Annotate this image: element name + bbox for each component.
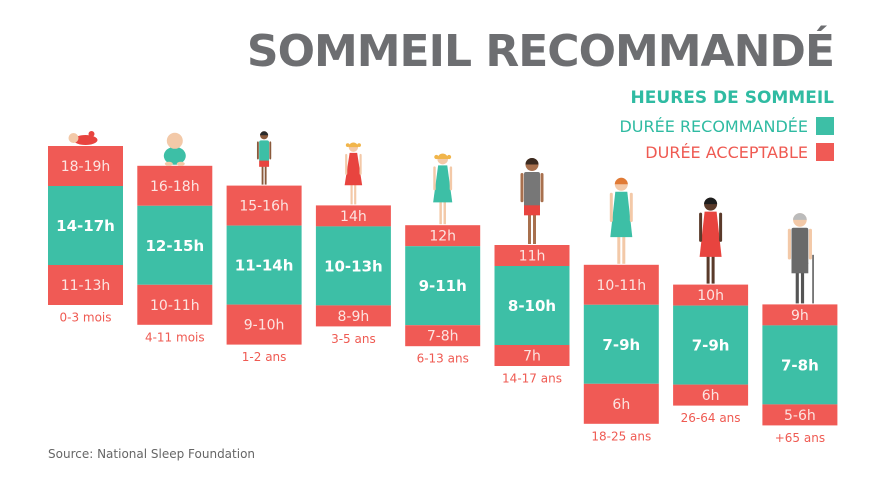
recommended-bar bbox=[494, 266, 570, 345]
source-note: Source: National Sleep Foundation bbox=[48, 447, 256, 461]
acceptable-bottom-label: 9-10h bbox=[244, 318, 285, 334]
acceptable-top-label: 12h bbox=[429, 229, 456, 245]
acceptable-top-bar bbox=[137, 165, 213, 206]
recommended-bar bbox=[315, 226, 391, 306]
acceptable-bottom-bar bbox=[315, 305, 391, 327]
age-group-label: 0-3 mois bbox=[59, 311, 111, 325]
acceptable-top-bar bbox=[494, 245, 570, 266]
age-group-label: 14-17 ans bbox=[502, 372, 562, 386]
acceptable-bottom-label: 7h bbox=[523, 349, 541, 365]
age-group-label: 3-5 ans bbox=[331, 332, 376, 346]
acceptable-bottom-label: 5-6h bbox=[784, 408, 816, 424]
recommended-bar bbox=[762, 325, 838, 405]
legend-acceptable-swatch bbox=[816, 143, 834, 161]
recommended-bar bbox=[673, 305, 749, 385]
recommended-bar bbox=[137, 205, 213, 285]
recommended-bar bbox=[583, 304, 659, 384]
legend-acceptable-label: DURÉE ACCEPTABLE bbox=[645, 142, 808, 162]
recommended-label: 10-13h bbox=[324, 257, 383, 275]
age-group-label: 26-64 ans bbox=[681, 411, 741, 425]
acceptable-bottom-bar bbox=[48, 265, 123, 305]
person-icon bbox=[787, 213, 814, 304]
acceptable-bottom-bar bbox=[494, 345, 570, 366]
recommended-bar bbox=[405, 246, 481, 326]
acceptable-top-bar bbox=[315, 205, 391, 227]
legend-heading: HEURES DE SOMMEIL bbox=[630, 88, 834, 108]
acceptable-bottom-bar bbox=[405, 325, 481, 347]
acceptable-bottom-label: 10-11h bbox=[150, 298, 200, 314]
age-group-label: 1-2 ans bbox=[242, 350, 287, 364]
age-group-label: 4-11 mois bbox=[145, 330, 205, 344]
recommended-label: 14-17h bbox=[56, 217, 115, 235]
acceptable-top-label: 15-16h bbox=[239, 199, 289, 215]
age-group-label: +65 ans bbox=[775, 431, 825, 445]
acceptable-top-bar bbox=[762, 304, 838, 326]
recommended-label: 12-15h bbox=[145, 237, 204, 255]
acceptable-top-bar bbox=[48, 146, 123, 186]
legend-recommended-swatch bbox=[816, 117, 834, 135]
recommended-bar bbox=[226, 225, 302, 305]
acceptable-top-label: 9h bbox=[791, 308, 809, 324]
person-icon bbox=[609, 177, 633, 264]
acceptable-top-label: 11h bbox=[519, 249, 546, 265]
acceptable-bottom-label: 7-8h bbox=[427, 329, 459, 345]
legend-recommended-label: DURÉE RECOMMANDÉE bbox=[619, 116, 808, 136]
acceptable-bottom-label: 6h bbox=[612, 397, 630, 413]
person-icon bbox=[699, 197, 723, 284]
acceptable-bottom-bar bbox=[673, 384, 749, 406]
acceptable-top-bar bbox=[673, 284, 749, 306]
acceptable-bottom-bar bbox=[226, 304, 302, 345]
acceptable-bottom-label: 8-9h bbox=[338, 309, 370, 325]
acceptable-top-bar bbox=[583, 264, 659, 305]
person-icon bbox=[433, 153, 453, 225]
person-icon bbox=[344, 142, 363, 205]
person-icon bbox=[256, 131, 272, 185]
recommended-label: 7-8h bbox=[781, 356, 819, 374]
legend-acceptable: DURÉE ACCEPTABLE bbox=[645, 142, 834, 162]
age-group-label: 18-25 ans bbox=[591, 429, 651, 443]
acceptable-top-label: 18-19h bbox=[61, 159, 111, 175]
person-icon bbox=[520, 158, 544, 244]
legend-recommended: DURÉE RECOMMANDÉE bbox=[619, 116, 834, 136]
acceptable-top-label: 10h bbox=[697, 288, 724, 304]
recommended-label: 7-9h bbox=[602, 336, 640, 354]
recommended-label: 7-9h bbox=[692, 337, 730, 355]
person-icon bbox=[68, 131, 98, 145]
acceptable-top-label: 10-11h bbox=[597, 278, 647, 294]
chart-title: SOMMEIL RECOMMANDÉ bbox=[246, 26, 835, 77]
acceptable-top-label: 16-18h bbox=[150, 179, 200, 195]
acceptable-bottom-label: 6h bbox=[702, 388, 720, 404]
recommended-label: 9-11h bbox=[419, 277, 467, 295]
recommended-label: 8-10h bbox=[508, 297, 556, 315]
recommended-label: 11-14h bbox=[235, 257, 294, 275]
recommended-bar bbox=[48, 186, 123, 265]
acceptable-bottom-bar bbox=[583, 383, 659, 424]
acceptable-top-bar bbox=[226, 185, 302, 226]
person-icon bbox=[163, 132, 186, 166]
acceptable-bottom-label: 11-13h bbox=[61, 278, 111, 294]
acceptable-top-bar bbox=[405, 225, 481, 247]
acceptable-top-label: 14h bbox=[340, 209, 367, 225]
age-group-label: 6-13 ans bbox=[417, 352, 469, 366]
acceptable-bottom-bar bbox=[762, 404, 838, 426]
acceptable-bottom-bar bbox=[137, 284, 213, 325]
